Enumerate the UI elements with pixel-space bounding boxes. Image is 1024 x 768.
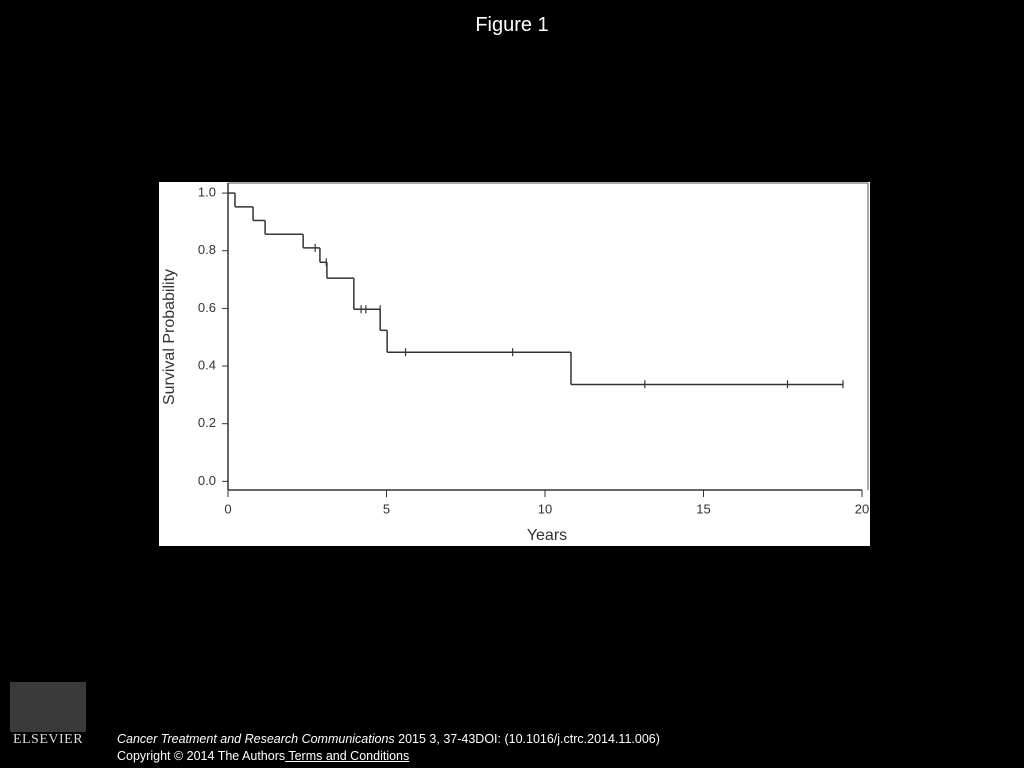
chart-background	[159, 182, 870, 546]
copyright-line: Copyright © 2014 The Authors Terms and C…	[117, 748, 660, 765]
y-tick-label: 0.8	[198, 242, 216, 257]
logo-text: ELSEVIER	[10, 732, 86, 748]
slide-title: Figure 1	[475, 14, 549, 36]
y-tick-label: 0.0	[198, 473, 216, 488]
citation-line: Cancer Treatment and Research Communicat…	[117, 731, 660, 748]
terms-link[interactable]: Terms and Conditions	[285, 749, 410, 763]
y-tick-label: 0.6	[198, 300, 216, 315]
footer: Cancer Treatment and Research Communicat…	[117, 731, 660, 765]
journal-name: Cancer Treatment and Research Communicat…	[117, 732, 395, 746]
x-tick-label: 15	[696, 501, 710, 516]
copyright: Copyright © 2014 The Authors	[117, 749, 286, 763]
y-axis-label: Survival Probability	[161, 269, 178, 405]
x-tick-label: 20	[855, 501, 869, 516]
y-tick-label: 1.0	[198, 185, 216, 200]
x-tick-label: 5	[383, 501, 390, 516]
publisher-logo: ELSEVIER	[10, 682, 86, 748]
y-tick-label: 0.4	[198, 357, 216, 372]
x-axis-label: Years	[527, 527, 567, 544]
x-tick-label: 10	[538, 501, 552, 516]
y-tick-label: 0.2	[198, 415, 216, 430]
x-tick-label: 0	[224, 501, 231, 516]
citation: 2015 3, 37-43DOI: (10.1016/j.ctrc.2014.1…	[394, 732, 660, 746]
